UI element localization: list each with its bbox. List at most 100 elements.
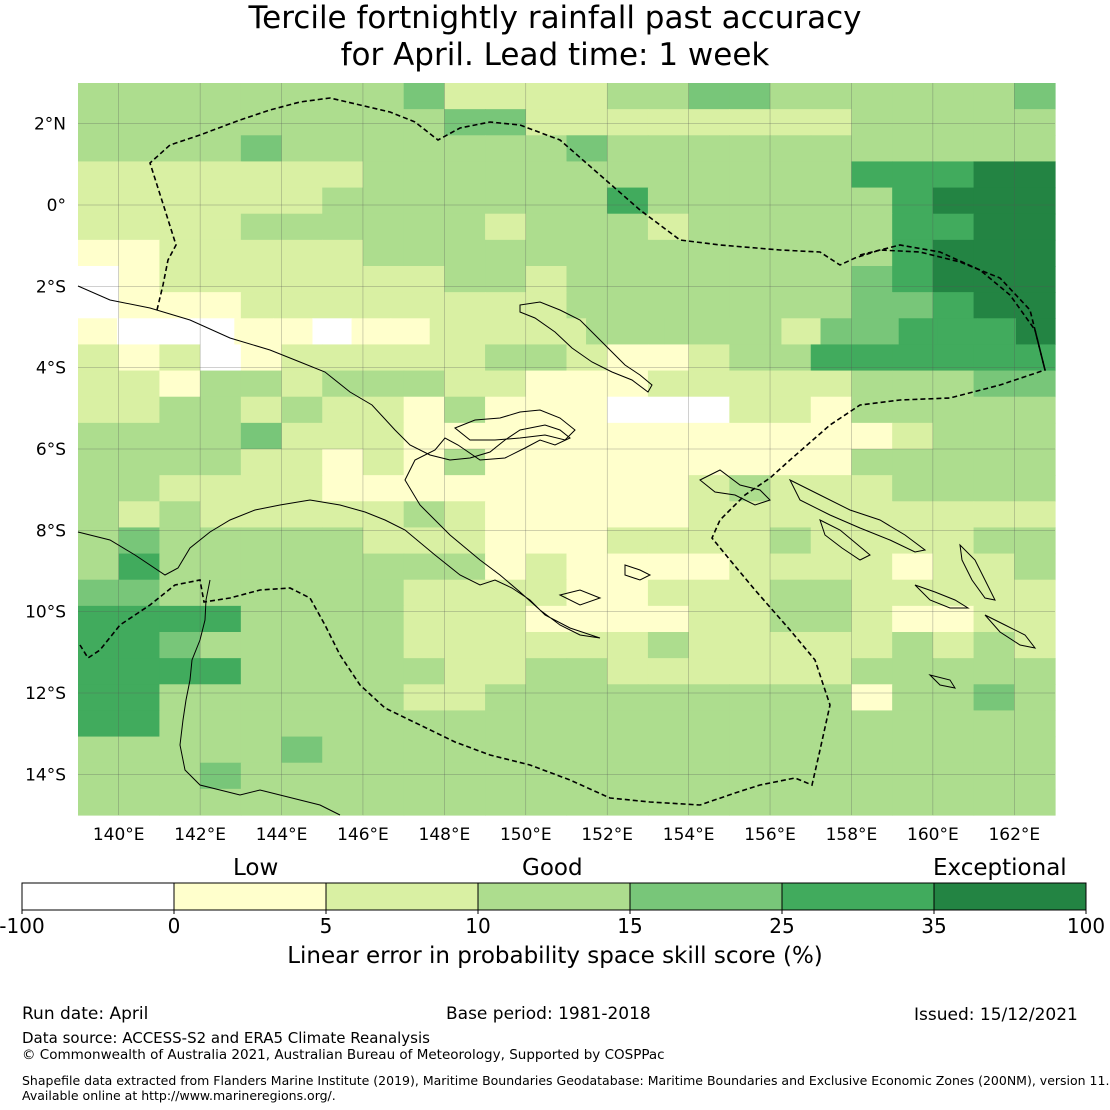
grid-cell [851, 292, 893, 319]
grid-cell [892, 710, 934, 738]
grid-cell [322, 422, 364, 450]
grid-cell [322, 187, 364, 215]
grid-cell [200, 422, 242, 450]
grid-cell [932, 501, 975, 529]
colorbar-label: Linear error in probability space skill … [287, 943, 823, 969]
grid-cell [566, 135, 608, 163]
grid-cell [240, 579, 283, 607]
grid-cell [444, 579, 486, 607]
grid-cell [159, 527, 201, 555]
grid-cell [322, 658, 364, 685]
grid-cell [810, 762, 853, 790]
grid-cell [240, 396, 283, 424]
grid-cell [362, 187, 405, 215]
grid-cell [525, 161, 568, 189]
grid-cell [159, 292, 201, 319]
grid-cell [281, 109, 323, 136]
grid-cell [973, 83, 1015, 110]
grid-cell [322, 762, 364, 790]
grid-cell [403, 788, 445, 816]
grid-cell [159, 83, 201, 110]
grid-cell [78, 239, 120, 267]
grid-cell [688, 292, 730, 319]
grid-cell [78, 710, 120, 738]
grid-cell [898, 318, 939, 346]
grid-cell [892, 187, 934, 215]
grid-cell [78, 449, 120, 476]
grid-cell [322, 527, 364, 555]
grid-cell [1014, 292, 1056, 319]
grid-cell [607, 422, 649, 450]
grid-cell [525, 736, 568, 764]
grid-cell [78, 632, 120, 659]
colorbar-swatch [22, 883, 175, 910]
grid-cell [281, 501, 323, 529]
grid-cell [362, 344, 405, 372]
grid-cell [647, 736, 690, 764]
grid-cell [973, 579, 1015, 607]
grid-cell [240, 527, 283, 555]
grid-cell [444, 736, 486, 764]
grid-cell [322, 475, 364, 502]
grid-cell [525, 632, 568, 659]
grid-cell [78, 135, 120, 163]
grid-cell [485, 788, 527, 816]
grid-cell [281, 788, 323, 816]
grid-cell [234, 318, 274, 346]
grid-cell [362, 605, 405, 633]
grid-cell [770, 292, 812, 319]
grid-cell [566, 187, 608, 215]
grid-cell [729, 187, 771, 215]
grid-cell [78, 605, 120, 633]
grid-cell [770, 762, 812, 790]
latitude-label: 12°S [25, 684, 66, 704]
grid-cell [607, 762, 649, 790]
grid-cell [362, 553, 405, 581]
grid-cell [688, 605, 730, 633]
colorbar-tick: 0 [167, 914, 181, 938]
grid-cell [240, 710, 283, 738]
grid-cell [485, 266, 527, 293]
colorbar-tick: 15 [617, 914, 643, 938]
grid-cell [647, 632, 690, 659]
latitude-label: 6°S [36, 440, 66, 460]
grid-cell [973, 344, 1015, 372]
grid-cell [851, 370, 893, 398]
grid-cell [525, 266, 568, 293]
grid-cell [200, 736, 242, 764]
grid-cell [485, 475, 527, 502]
grid-cell [810, 553, 853, 581]
grid-cell [770, 266, 812, 293]
grid-cell [932, 344, 975, 372]
grid-cell [485, 553, 527, 581]
data-source: Data source: ACCESS-S2 and ERA5 Climate … [22, 1029, 430, 1047]
grid-cell [688, 632, 730, 659]
grid-cell [485, 710, 527, 738]
grid-cell [810, 788, 853, 816]
grid-cell [973, 135, 1015, 163]
grid-cell [362, 762, 405, 790]
grid-cell [118, 501, 161, 529]
grid-cell [118, 239, 161, 267]
grid-cell [403, 632, 445, 659]
grid-cell [647, 292, 690, 319]
grid-cell [322, 135, 364, 163]
grid-cell [444, 187, 486, 215]
grid-cell [525, 710, 568, 738]
grid-cell [770, 475, 812, 502]
grid-cell [78, 266, 120, 293]
grid-cell [892, 292, 934, 319]
grid-cell [607, 396, 649, 424]
grid-cell [525, 292, 568, 319]
grid-cell [78, 658, 120, 685]
grid-cell [973, 658, 1015, 685]
grid-cell [932, 292, 975, 319]
grid-cell [973, 370, 1015, 398]
new-guinea-coast [77, 285, 601, 639]
grid-cell [159, 396, 201, 424]
grid-cell [729, 527, 771, 555]
grid-cell [892, 449, 934, 476]
grid-cell [810, 213, 853, 241]
grid-cell [118, 344, 161, 372]
grid-cell [664, 318, 704, 346]
